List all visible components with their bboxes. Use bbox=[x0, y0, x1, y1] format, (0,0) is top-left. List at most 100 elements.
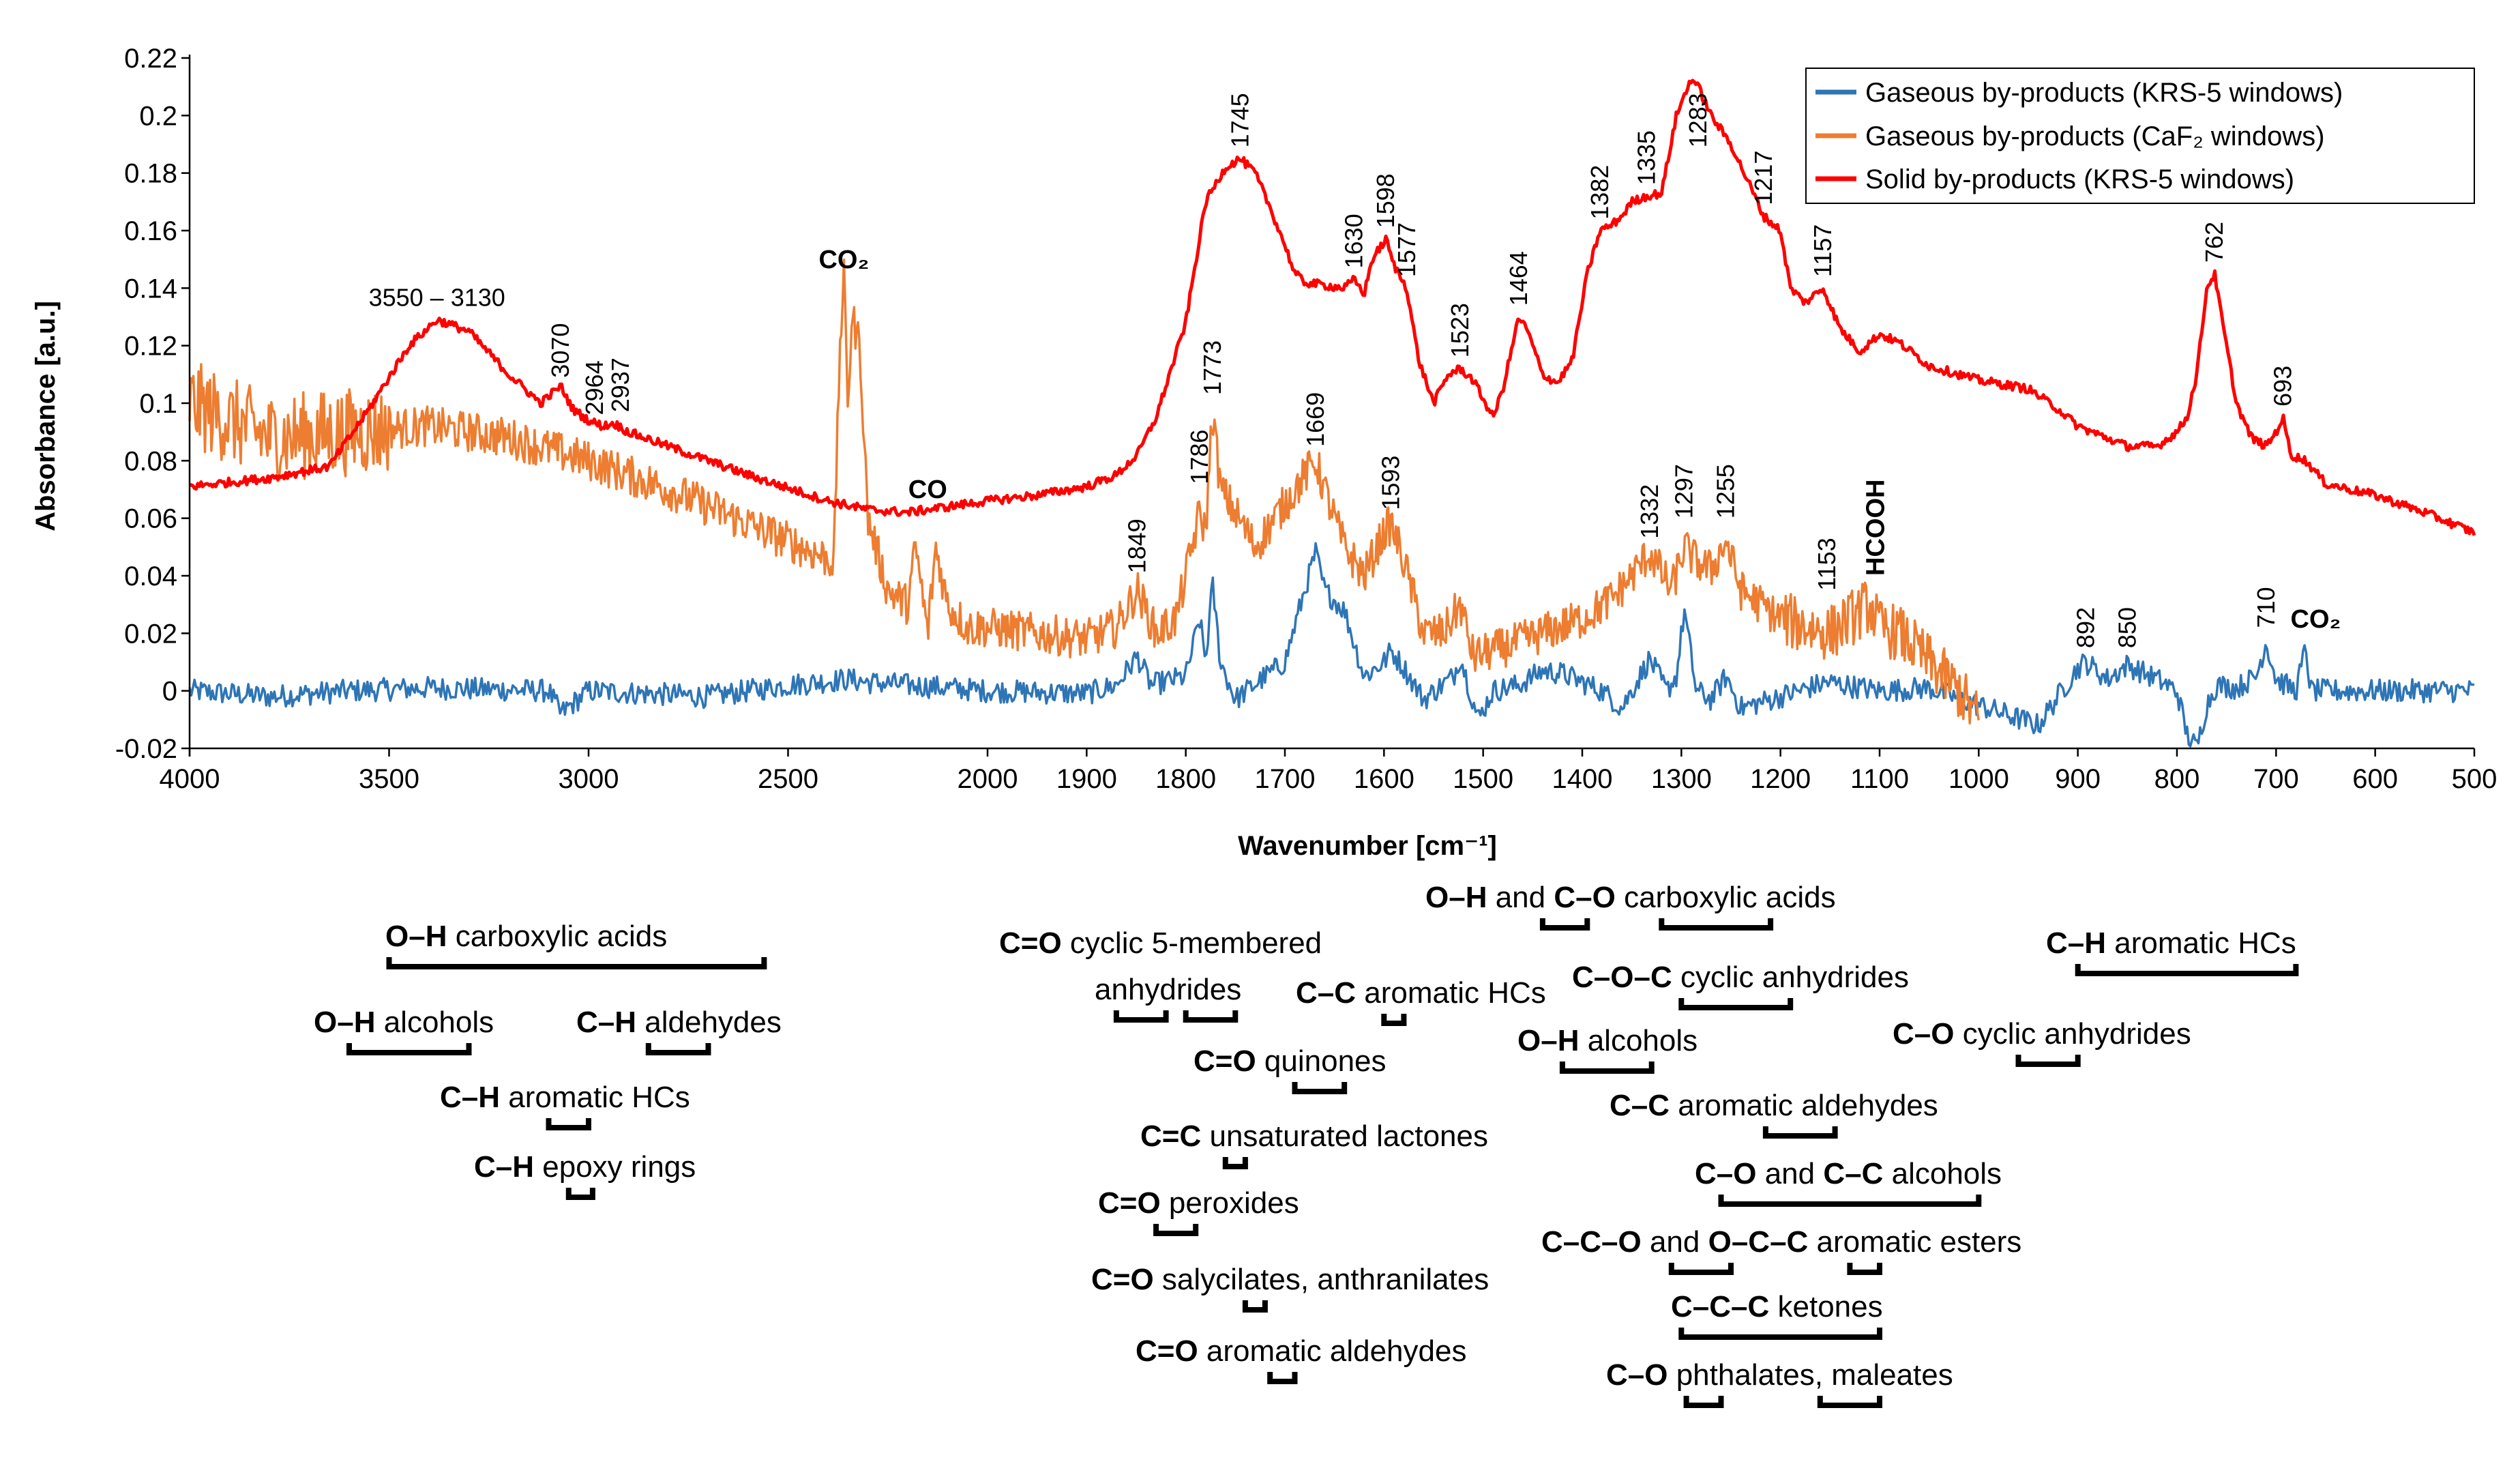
x-tick-label: 1500 bbox=[1453, 764, 1513, 794]
assignment-text: aromatic esters bbox=[1808, 1225, 2021, 1259]
assignment-text: alcohols bbox=[1883, 1157, 2002, 1190]
assignment-label: anhydrides bbox=[1095, 973, 1241, 1006]
x-tick-label: 800 bbox=[2154, 764, 2200, 794]
peak-label: 1255 bbox=[1712, 464, 1740, 518]
assignment-bracket bbox=[1683, 1396, 1724, 1408]
assignment-bond: O–H bbox=[1517, 1024, 1579, 1057]
plot-area: -0.02 0 0.02 0.04 0.06 0.08 0.1 0.12 0.14 0.16 0.1… bbox=[115, 44, 2497, 794]
assignment-bracket bbox=[1668, 1263, 1734, 1275]
assignment-label: C–C–C ketones bbox=[1671, 1290, 1883, 1323]
peak-label: 762 bbox=[2200, 222, 2228, 263]
y-tick-label: 0.14 bbox=[124, 274, 177, 304]
assignment-bracket bbox=[1718, 1195, 1982, 1207]
assignment-text: aldehydes bbox=[636, 1006, 782, 1039]
assignment-bond: O–C–C bbox=[1708, 1225, 1809, 1259]
x-tick-label: 2500 bbox=[758, 764, 818, 794]
assignment-bond: C=O bbox=[1136, 1334, 1198, 1368]
assignment-label: C=O salycilates, anthranilates bbox=[1091, 1263, 1489, 1296]
assignment-bond: C–C–O bbox=[1541, 1225, 1642, 1259]
assignment-label: C–H aromatic HCs bbox=[2046, 926, 2296, 960]
assignment-bond: C–H bbox=[440, 1081, 500, 1114]
assignment-text: carboxylic acids bbox=[447, 920, 667, 953]
assignment-text: cyclic anhydrides bbox=[1954, 1017, 2191, 1051]
assignment-label: C=O aromatic aldehydes bbox=[1136, 1334, 1466, 1368]
assignment-bond: C=O bbox=[1098, 1186, 1161, 1220]
assignment-label: C–O–C cyclic anhydrides bbox=[1572, 961, 1909, 994]
assignment-label: C–C aromatic HCs bbox=[1296, 976, 1546, 1010]
x-tick-label: 1600 bbox=[1354, 764, 1414, 794]
assignment-text: unsaturated lactones bbox=[1201, 1119, 1488, 1153]
assignment-bond: C–C bbox=[1610, 1089, 1670, 1122]
assignment-bracket bbox=[1678, 998, 1794, 1010]
assignment-label: C–C–O and O–C–C aromatic esters bbox=[1541, 1225, 2021, 1259]
axes-layer: -0.02 0 0.02 0.04 0.06 0.08 0.1 0.12 0.14 0.16 0.1… bbox=[115, 44, 2497, 794]
series-line-1 bbox=[188, 542, 2475, 748]
assignment-text: epoxy rings bbox=[534, 1150, 696, 1184]
assignment-bracket bbox=[1113, 1010, 1169, 1023]
y-axis-title: Absorbance [a.u.] bbox=[31, 301, 61, 531]
species-label: HCOOH bbox=[1862, 480, 1891, 576]
assignment-bond: C=O bbox=[999, 926, 1062, 960]
assignment-bracket bbox=[1539, 918, 1590, 931]
assignment-bond: C–C–C bbox=[1671, 1290, 1769, 1323]
x-tick-label: 1300 bbox=[1651, 764, 1712, 794]
species-label: CO₂ bbox=[818, 246, 869, 274]
y-tick-label: 0.22 bbox=[124, 44, 177, 74]
x-tick-label: 1800 bbox=[1155, 764, 1216, 794]
y-tick-label: 0.1 bbox=[139, 389, 177, 419]
assignment-text: peroxides bbox=[1161, 1186, 1299, 1220]
assignment-bracket bbox=[1183, 1010, 1239, 1023]
legend-label-gaseous-krs5: Gaseous by-products (KRS-5 windows) bbox=[1865, 78, 2343, 108]
x-tick-label: 600 bbox=[2352, 764, 2398, 794]
assignment-bond: C–C bbox=[1823, 1157, 1883, 1190]
peak-label: 1382 bbox=[1586, 165, 1614, 220]
assignment-text: aromatic HCs bbox=[500, 1081, 690, 1114]
assignment-bracket bbox=[1762, 1126, 1838, 1139]
series-line-3 bbox=[189, 78, 2476, 536]
legend: Gaseous by-products (KRS-5 windows) Gase… bbox=[1805, 68, 2475, 204]
assignment-bracket bbox=[1678, 1328, 1882, 1340]
assignment-label: C=O peroxides bbox=[1098, 1186, 1299, 1220]
peak-label: 2937 bbox=[606, 357, 634, 412]
assignment-bond: O–H bbox=[314, 1006, 375, 1039]
x-tick-label: 700 bbox=[2253, 764, 2299, 794]
assignment-bracket bbox=[1153, 1224, 1199, 1236]
species-label: CO₂ bbox=[2291, 605, 2341, 634]
assignment-label: C=C unsaturated lactones bbox=[1140, 1119, 1488, 1153]
band-assignments: O–H carboxylic acids O–H alcohols C–H alde… bbox=[314, 881, 2299, 1408]
peak-label: 1669 bbox=[1301, 392, 1329, 447]
peak-label: 1598 bbox=[1372, 173, 1399, 228]
assignment-label: C=O quinones bbox=[1194, 1044, 1387, 1078]
assignment-text: carboxylic acids bbox=[1616, 881, 1836, 914]
peak-label: 2964 bbox=[580, 360, 608, 415]
assignment-text: aromatic HCs bbox=[1356, 976, 1546, 1010]
assignment-text: alcohols bbox=[1579, 1024, 1698, 1057]
peak-label: 3070 bbox=[546, 323, 574, 378]
y-tick-label: 0.2 bbox=[139, 101, 177, 131]
peak-label: 1153 bbox=[1813, 538, 1841, 590]
assignment-bracket bbox=[1222, 1157, 1248, 1169]
assignment-label: C–H aldehydes bbox=[576, 1006, 782, 1039]
x-tick-label: 2000 bbox=[958, 764, 1018, 794]
x-tick-label: 1000 bbox=[1948, 764, 2009, 794]
peak-label: 1523 bbox=[1446, 303, 1474, 357]
assignment-bracket bbox=[1817, 1396, 1882, 1408]
assignment-text: cyclic anhydrides bbox=[1672, 961, 1909, 994]
assignment-bracket bbox=[2075, 964, 2299, 976]
peak-label: 1217 bbox=[1749, 151, 1777, 205]
assignment-bond: C–O bbox=[1893, 1017, 1954, 1051]
assignment-label: C–C aromatic aldehydes bbox=[1610, 1089, 1938, 1122]
legend-label-gaseous-caf2: Gaseous by-products (CaF₂ windows) bbox=[1865, 121, 2325, 151]
x-tick-label: 1900 bbox=[1056, 764, 1117, 794]
series-line-2 bbox=[188, 258, 1981, 724]
assignment-label: C–O phthalates, maleates bbox=[1606, 1358, 1953, 1392]
assignment-bond: C=O bbox=[1194, 1044, 1256, 1078]
peak-label: 1745 bbox=[1226, 93, 1254, 147]
x-tick-label: 1200 bbox=[1750, 764, 1811, 794]
assignment-label: C–O cyclic anhydrides bbox=[1893, 1017, 2191, 1051]
assignment-bracket bbox=[546, 1118, 591, 1130]
series-layer bbox=[188, 78, 2476, 748]
assignment-bond: C–H bbox=[2046, 926, 2106, 960]
assignment-bond: C=C bbox=[1140, 1119, 1201, 1153]
